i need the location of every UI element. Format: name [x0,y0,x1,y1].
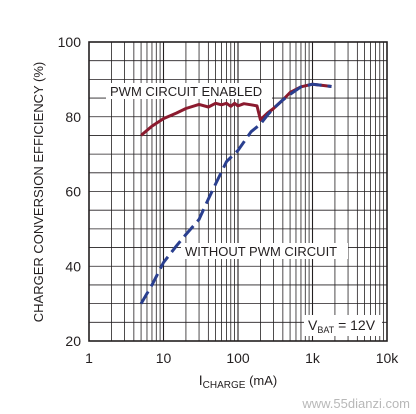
y-tick-labels: 20 40 60 80 100 [58,34,82,349]
x-tick-label: 10 [156,350,172,366]
without-label: WITHOUT PWM CIRCUIT [185,244,337,259]
y-axis-title: CHARGER CONVERSION EFFICIENCY (%) [31,62,46,323]
y-tick-label: 40 [65,258,81,274]
vbat-sub: BAT [317,325,334,335]
pwm-label-bg [106,83,272,99]
x-tick-label: 1k [305,350,321,366]
x-axis-title-unit: (mA) [245,373,277,388]
vbat-label: VBAT = 12V [308,317,376,335]
x-tick-labels: 1 10 100 1k 10k [85,350,399,366]
x-tick-label: 10k [376,350,400,366]
without-label-bg [181,243,348,259]
vbat-rest: = 12V [334,317,376,333]
vbat-main: V [308,317,318,333]
y-tick-label: 80 [65,109,81,125]
watermark: www.55dianzi.com [301,396,410,411]
x-tick-label: 100 [226,350,250,366]
pwm-label: PWM CIRCUIT ENABLED [110,84,262,99]
series-without-pwm-line [139,82,332,305]
x-axis-title-main: I [199,372,203,388]
x-axis-title: ICHARGE (mA) [199,372,277,391]
x-tick-label: 1 [85,350,93,366]
y-tick-label: 60 [65,184,81,200]
x-axis-title-sub: CHARGE [203,380,246,391]
y-tick-label: 20 [65,333,81,349]
vbat-label-bg [304,315,382,336]
series-layer [139,82,332,305]
plot-frame [88,41,388,342]
y-tick-label: 100 [58,34,82,50]
